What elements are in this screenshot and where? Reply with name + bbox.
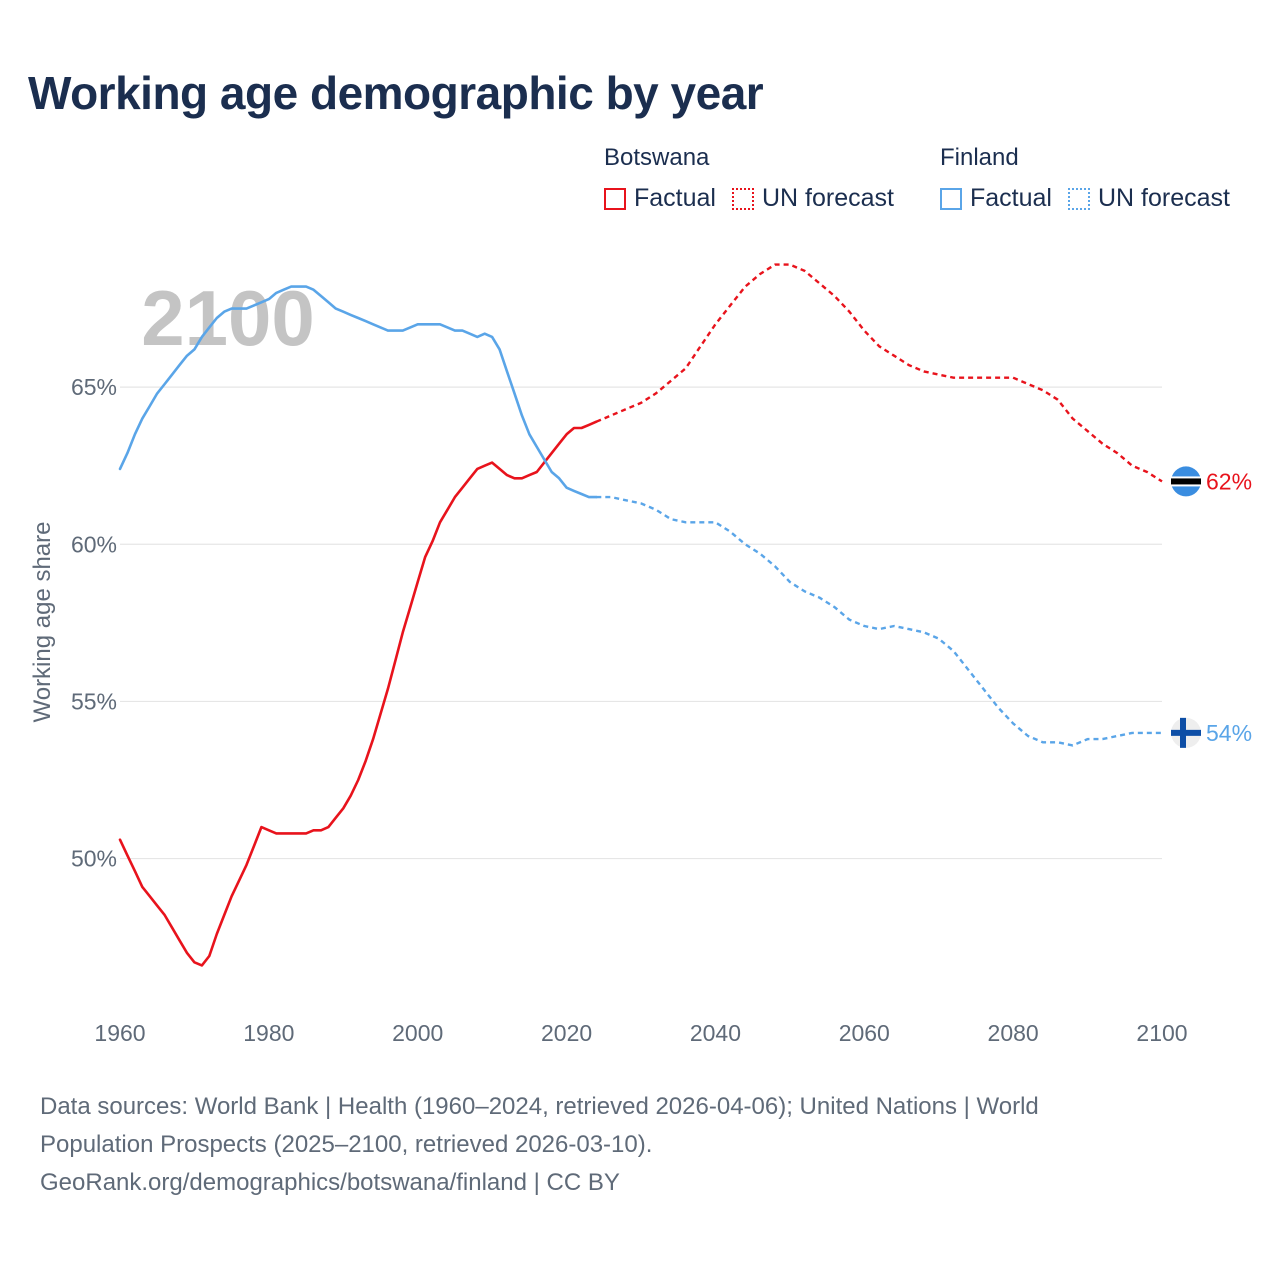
legend-label: UN forecast	[761, 184, 894, 212]
legend-label: UN forecast	[1097, 184, 1230, 212]
chart-title: Working age demographic by year	[28, 67, 764, 119]
legend-finland-forecast[interactable]: UN forecast	[1067, 184, 1230, 213]
series-line-finland-forecast	[596, 495, 1162, 747]
legend-label: Factual	[634, 184, 716, 212]
x-tick-label: 2060	[839, 1020, 890, 1046]
legend-country-finland: Finland	[940, 144, 1019, 171]
legend-botswana: Botswana Factual UN forecast	[604, 144, 894, 213]
footer-sources-line2: Population Prospects (2025–2100, retriev…	[40, 1131, 653, 1158]
y-tick-label: 50%	[71, 846, 117, 872]
y-tick-label: 55%	[71, 688, 117, 714]
footer-attribution-link[interactable]: GeoRank.org/demographics/botswana/finlan…	[40, 1169, 620, 1196]
y-tick-label: 60%	[71, 531, 117, 557]
flag-black-band	[1171, 478, 1201, 485]
grid-lines	[120, 386, 1162, 860]
legend-label: Factual	[970, 184, 1052, 212]
line-chart: 2100 50% 55% 60% 65% 1960 1980 2000 2020 2040 20…	[29, 263, 1252, 1046]
series-line-botswana-forecast	[595, 263, 1163, 483]
flag-botswana-icon	[1171, 466, 1201, 497]
legend-finland: Finland Factual UN forecast	[940, 144, 1230, 213]
flag-finland-icon	[1171, 717, 1201, 748]
legend-swatch-dotted	[1067, 187, 1090, 210]
x-tick-label: 2100	[1136, 1020, 1187, 1046]
x-tick-label: 2040	[690, 1020, 741, 1046]
y-tick-label: 65%	[71, 374, 117, 400]
series-line-finland-factual	[118, 285, 598, 499]
flag-cross-vertical	[1180, 717, 1186, 748]
x-tick-label: 2000	[392, 1020, 443, 1046]
legend-country-botswana: Botswana	[604, 144, 710, 171]
legend-botswana-factual[interactable]: Factual	[604, 184, 716, 213]
x-tick-label: 1960	[94, 1020, 145, 1046]
footer-sources-line1: Data sources: World Bank | Health (1960–…	[40, 1093, 1039, 1120]
legend-botswana-forecast[interactable]: UN forecast	[731, 184, 894, 213]
legend-swatch-dotted	[731, 187, 754, 210]
x-tick-label: 1980	[243, 1020, 294, 1046]
end-label-botswana: 62%	[1206, 468, 1252, 494]
x-axis-ticks: 1960 1980 2000 2020 2040 2060 2080 2100	[94, 1020, 1187, 1046]
end-label-finland: 54%	[1206, 720, 1252, 746]
legend-swatch-solid	[940, 187, 962, 210]
footer: Data sources: World Bank | Health (1960–…	[40, 1088, 1240, 1202]
series-end-markers: 62% 54%	[1171, 466, 1252, 748]
y-axis-label: Working age share	[29, 522, 56, 723]
legend-finland-factual[interactable]: Factual	[940, 184, 1052, 213]
y-axis-ticks: 50% 55% 60% 65%	[71, 374, 117, 871]
x-tick-label: 2020	[541, 1020, 592, 1046]
x-tick-label: 2080	[988, 1020, 1039, 1046]
legend-swatch-solid	[604, 187, 626, 210]
series-line-botswana-factual	[118, 420, 598, 967]
series-lines	[118, 263, 1163, 967]
